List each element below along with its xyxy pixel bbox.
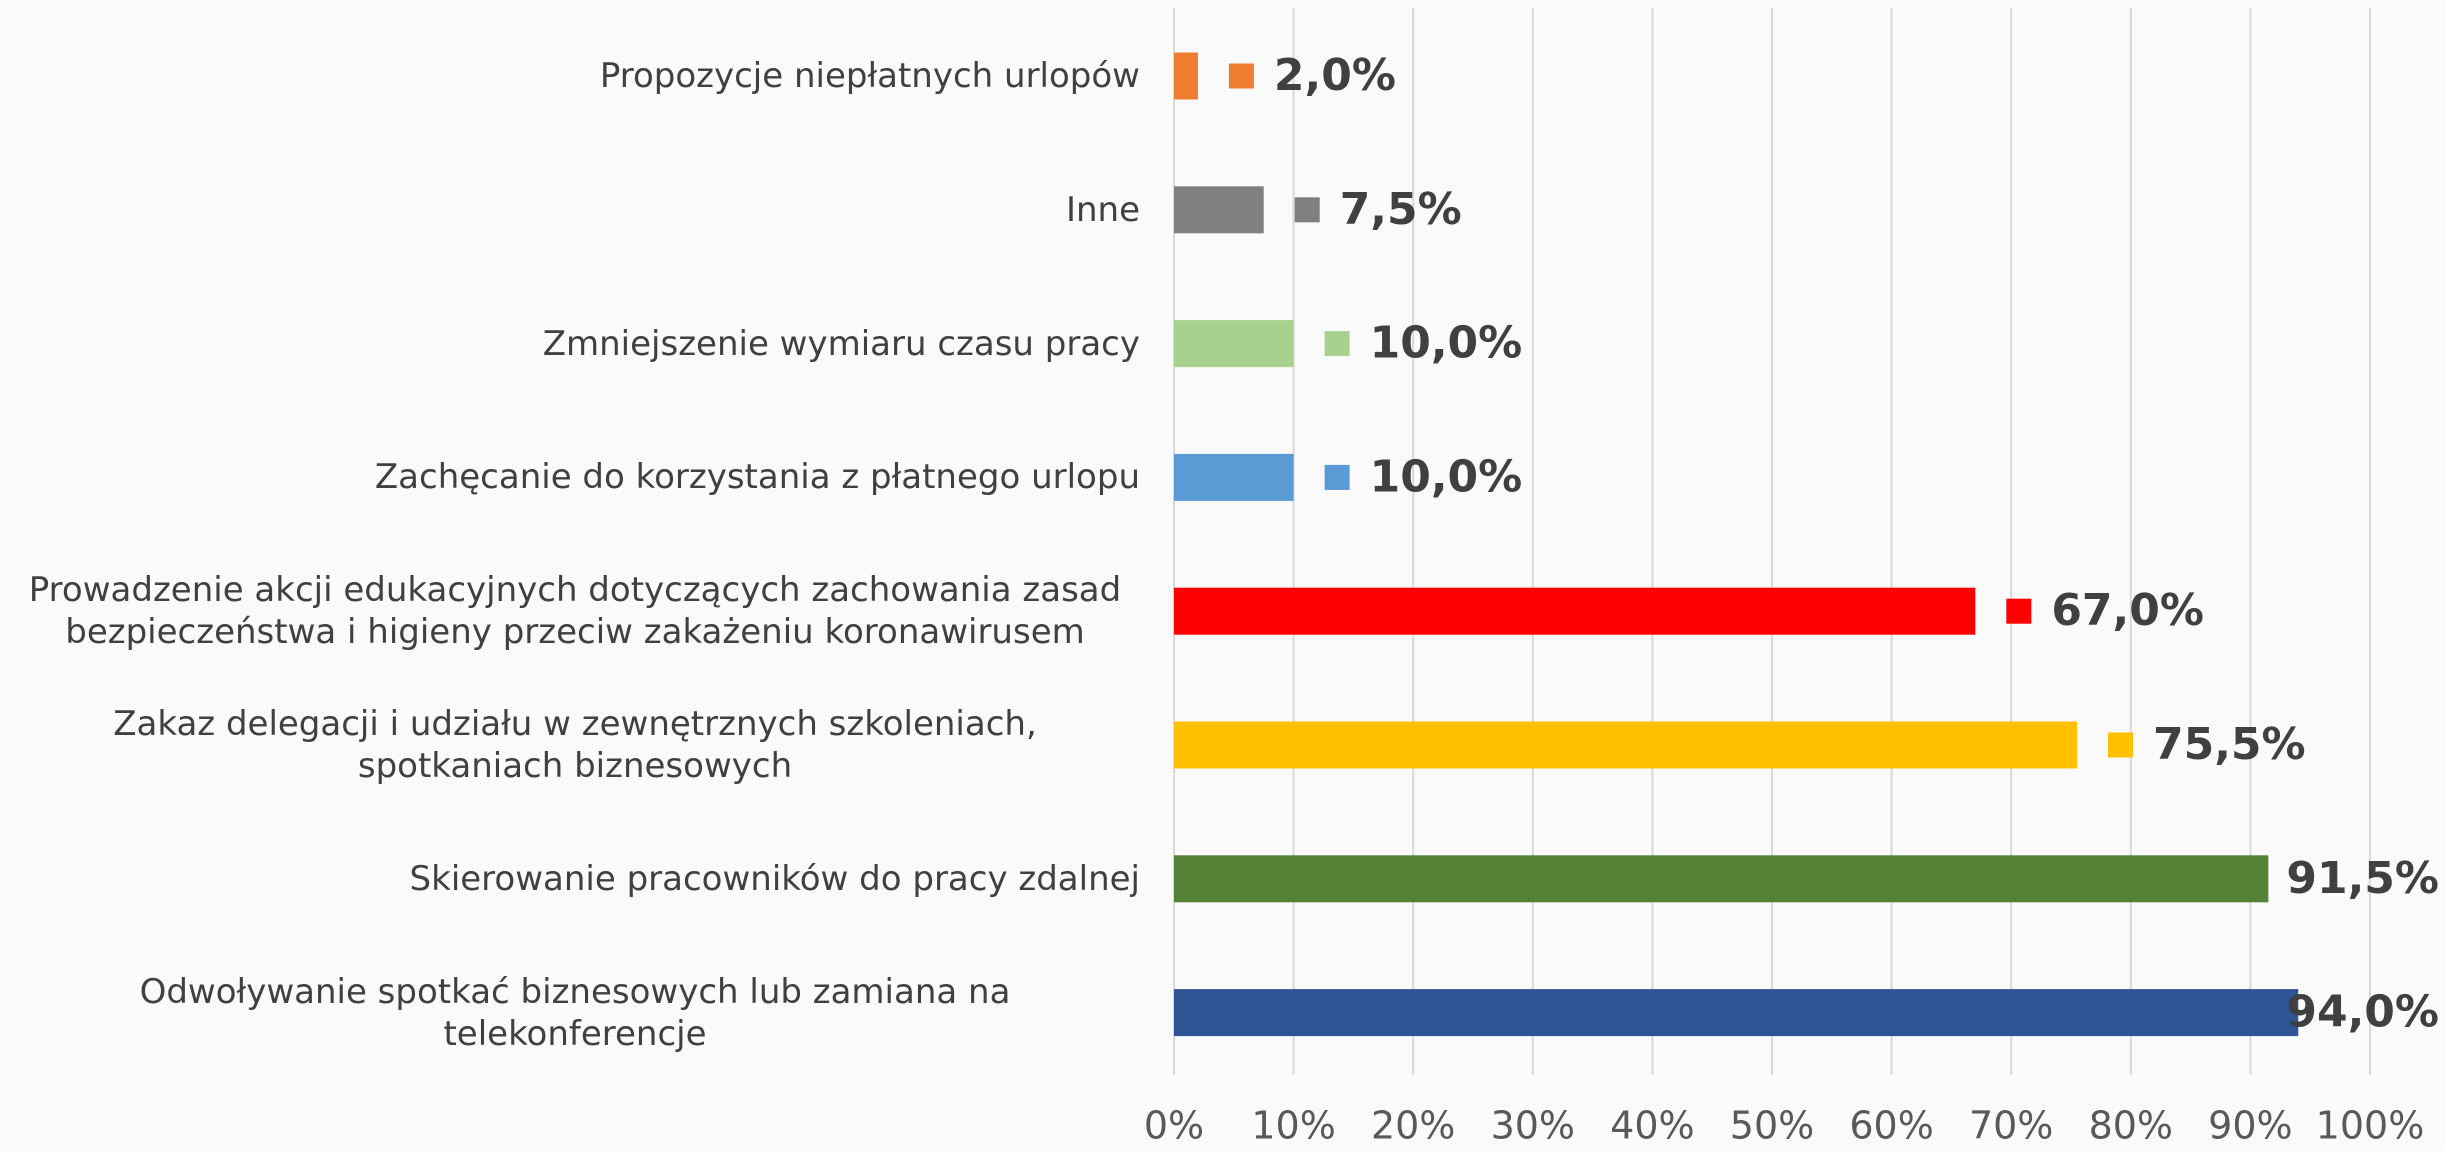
value-label: 7,5% (1340, 184, 1462, 235)
bar (1174, 186, 1264, 234)
x-tick-label: 40% (1610, 1104, 1694, 1148)
category-text: Zmniejszenie wymiaru czasu pracy (542, 323, 1140, 364)
category-label: Zakaz delegacji i udziału w zewnętrznych… (0, 703, 1140, 787)
legend-key (2006, 598, 2032, 624)
value-label: 67,0% (2051, 585, 2204, 636)
bar (1174, 320, 1294, 368)
bar (1174, 721, 2077, 769)
legend-key (1294, 197, 1320, 223)
category-label: Prowadzenie akcji edukacyjnych dotyczący… (0, 569, 1140, 653)
x-tick-label: 10% (1251, 1104, 1335, 1148)
value-label: 94,0% (2286, 987, 2439, 1038)
category-label: Inne (0, 189, 1140, 231)
category-text: Inne (1065, 189, 1140, 230)
x-tick-label: 80% (2089, 1104, 2173, 1148)
category-text: Skierowanie pracowników do pracy zdalnej (409, 858, 1140, 899)
bar (1174, 587, 1976, 635)
x-tick-label: 60% (1849, 1104, 1933, 1148)
x-tick-label: 30% (1491, 1104, 1575, 1148)
x-tick-label: 20% (1371, 1104, 1455, 1148)
category-text: Zakaz delegacji i udziału w zewnętrznych… (113, 704, 1037, 786)
category-text: Zachęcanie do korzystania z płatnego url… (374, 457, 1140, 498)
category-label: Propozycje niepłatnych urlopów (0, 55, 1140, 97)
x-tick-label: 0% (1144, 1104, 1204, 1148)
category-label: Zachęcanie do korzystania z płatnego url… (0, 456, 1140, 498)
category-text: Prowadzenie akcji edukacyjnych dotyczący… (28, 570, 1122, 653)
x-tick-label: 50% (1730, 1104, 1814, 1148)
legend-key (1228, 63, 1254, 89)
category-text: Odwoływanie spotkać biznesowych lub zami… (139, 971, 1011, 1054)
x-tick-label: 70% (1969, 1104, 2053, 1148)
value-label: 10,0% (1370, 318, 1523, 369)
value-label: 10,0% (1370, 451, 1523, 502)
x-tick-label: 90% (2208, 1104, 2292, 1148)
value-label: 91,5% (2286, 853, 2439, 904)
category-text: Propozycje niepłatnych urlopów (599, 56, 1140, 96)
legend-key (1324, 464, 1350, 490)
legend-key (1324, 331, 1350, 357)
legend-key (2241, 1000, 2267, 1026)
legend-key (2107, 732, 2133, 758)
bar (1174, 52, 1198, 100)
category-label: Zmniejszenie wymiaru czasu pracy (0, 323, 1140, 365)
legend-key (2241, 866, 2267, 892)
value-label: 75,5% (2153, 719, 2306, 770)
category-label: Skierowanie pracowników do pracy zdalnej (0, 858, 1140, 900)
bar (1174, 989, 2299, 1037)
bar (1174, 855, 2269, 903)
category-label: Odwoływanie spotkać biznesowych lub zami… (0, 971, 1140, 1055)
x-tick-label: 100% (2316, 1104, 2425, 1148)
value-label: 2,0% (1274, 50, 1396, 101)
bar (1174, 453, 1294, 501)
